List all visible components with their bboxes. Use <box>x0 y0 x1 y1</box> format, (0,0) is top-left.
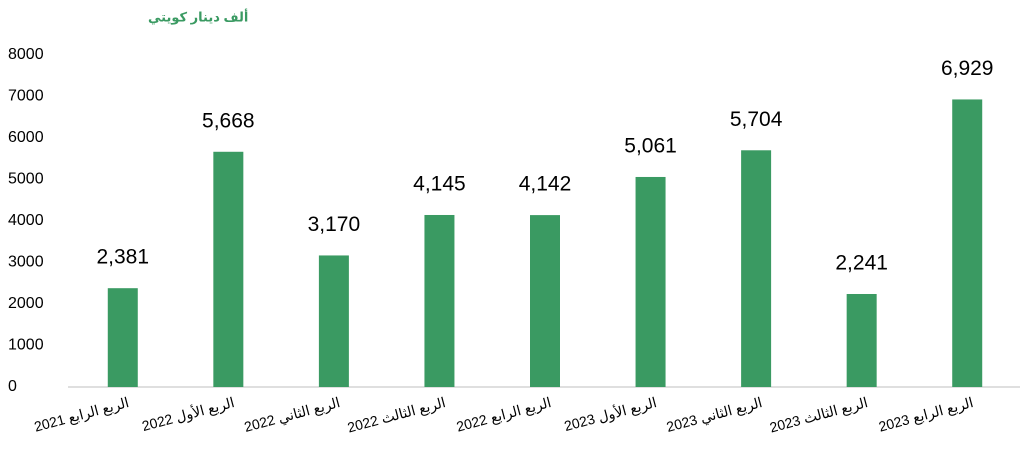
bar <box>635 176 666 387</box>
x-tick-label: الربع الأول 2022 <box>140 393 236 435</box>
y-tick-label: 7000 <box>8 88 44 105</box>
bar <box>107 288 138 387</box>
value-label: 2,241 <box>835 252 888 275</box>
y-tick-label: 3000 <box>8 254 44 271</box>
y-tick-label: 2000 <box>8 295 44 312</box>
value-label: 5,668 <box>202 109 255 132</box>
chart-title: ألف دينار كويتي <box>148 8 248 24</box>
y-tick-label: 0 <box>8 378 17 395</box>
x-tick-label: الربع الرابع 2022 <box>455 394 553 436</box>
x-tick-label: الربع الأول 2023 <box>562 393 658 435</box>
bar <box>846 293 877 387</box>
bar <box>424 214 455 387</box>
bar <box>530 215 560 387</box>
value-label: 4,145 <box>413 173 466 196</box>
y-tick-label: 1000 <box>8 337 44 354</box>
bar <box>952 99 983 387</box>
x-tick-label: الربع الثاني 2022 <box>242 394 341 436</box>
bar <box>213 151 244 387</box>
value-label: 4,142 <box>519 173 572 196</box>
value-label: 5,704 <box>730 108 783 131</box>
y-tick-label: 8000 <box>8 46 44 63</box>
value-label: 3,170 <box>308 213 361 236</box>
x-tick-label: الربع الرابع 2021 <box>32 394 130 436</box>
x-tick-label: الربع الثالث 2022 <box>346 394 448 437</box>
x-tick-label: الربع الرابع 2023 <box>877 394 975 436</box>
y-tick-label: 4000 <box>8 212 44 229</box>
y-tick-label: 5000 <box>8 171 44 188</box>
bar <box>318 255 349 387</box>
y-tick-label: 6000 <box>8 129 44 146</box>
bar <box>741 150 772 387</box>
value-label: 5,061 <box>624 135 677 158</box>
value-label: 2,381 <box>96 246 149 269</box>
x-tick-label: الربع الثاني 2023 <box>665 394 764 436</box>
x-tick-label: الربع الثالث 2023 <box>768 394 870 437</box>
value-label: 6,929 <box>941 57 994 80</box>
